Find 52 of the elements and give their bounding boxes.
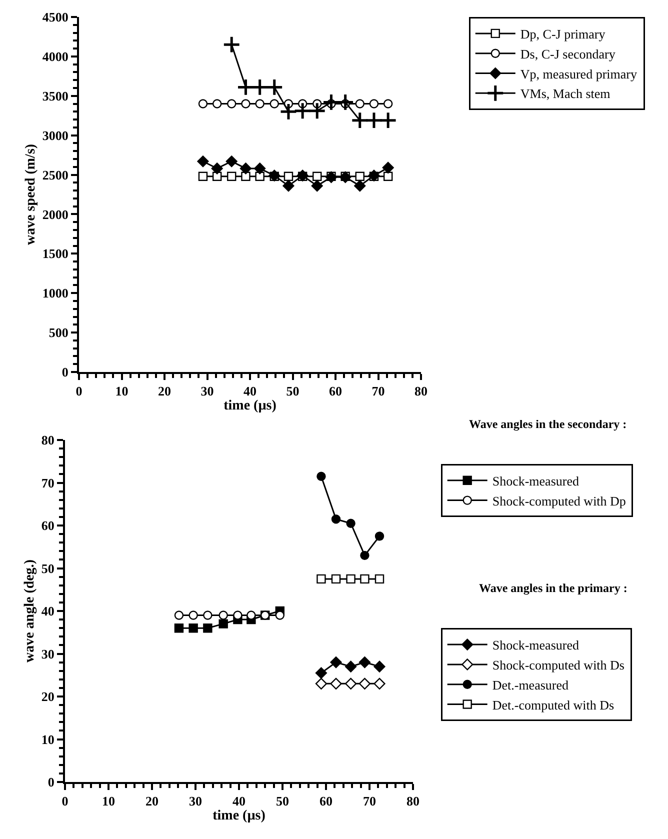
x-tick-label: 60 — [329, 384, 342, 399]
x-axis-title: time (µs) — [212, 808, 266, 824]
legend-label: Det.-measured — [492, 677, 569, 692]
y-tick-label: 20 — [41, 689, 54, 704]
x-tick-label: 80 — [414, 384, 428, 399]
y-tick-label: 0 — [62, 364, 68, 380]
y-tick-label: 40 — [41, 604, 54, 619]
legend-label: Ds, C-J secondary — [520, 46, 616, 62]
y-tick-label: 500 — [48, 325, 68, 340]
y-tick-label: 60 — [41, 518, 54, 534]
x-tick-label: 20 — [146, 794, 158, 809]
x-tick-label: 70 — [372, 384, 385, 399]
y-tick-label: 1000 — [42, 286, 68, 301]
y-tick-label: 3500 — [42, 88, 68, 104]
y-axis-title: wave angle (deg.) — [22, 559, 38, 663]
x-tick-label: 0 — [76, 384, 82, 399]
x-tick-label: 30 — [189, 794, 202, 809]
legend-label: Shock-measured — [492, 638, 580, 653]
x-tick-label: 60 — [320, 794, 332, 809]
y-tick-label: 10 — [41, 732, 54, 747]
text: Wave angles in the primary : — [479, 581, 628, 595]
legend-label: Shock-measured — [492, 473, 580, 488]
x-tick-label: 80 — [406, 794, 420, 809]
y-tick-label: 1500 — [42, 246, 68, 262]
x-tick-label: 40 — [244, 384, 256, 399]
y-tick-label: 0 — [48, 774, 54, 790]
x-tick-label: 10 — [102, 794, 115, 809]
y-tick-label: 30 — [41, 646, 54, 662]
y-tick-label: 2500 — [42, 167, 68, 182]
legend-label: Shock-computed with Dp — [492, 493, 626, 508]
legend-label: Det.-computed with Ds — [492, 697, 614, 712]
y-tick-label: 4000 — [42, 48, 68, 64]
y-tick-label: 2000 — [42, 206, 68, 222]
legend-label: Shock-computed with Ds — [492, 658, 624, 673]
x-tick-label: 10 — [115, 384, 128, 399]
x-tick-label: 70 — [363, 794, 376, 809]
x-tick-label: 50 — [276, 794, 289, 809]
x-tick-label: 30 — [200, 384, 214, 399]
x-tick-label: 40 — [232, 794, 246, 809]
legend-label: VMs, Mach stem — [520, 86, 610, 102]
y-tick-label: 3000 — [42, 128, 68, 143]
y-axis-title: wave speed (m/s) — [24, 144, 38, 246]
x-axis-title: time (µs) — [224, 398, 277, 414]
y-tick-label: 50 — [41, 560, 54, 576]
y-tick-label: 80 — [41, 432, 54, 448]
legend-label: Vp, measured primary — [520, 66, 638, 82]
y-tick-label: 70 — [41, 475, 54, 490]
text: Wave angles in the secondary : — [469, 417, 627, 431]
y-tick-label: 4500 — [42, 10, 68, 25]
legend-label: Dp, C-J primary — [520, 26, 606, 42]
x-tick-label: 20 — [158, 384, 171, 399]
x-tick-label: 50 — [286, 384, 300, 399]
